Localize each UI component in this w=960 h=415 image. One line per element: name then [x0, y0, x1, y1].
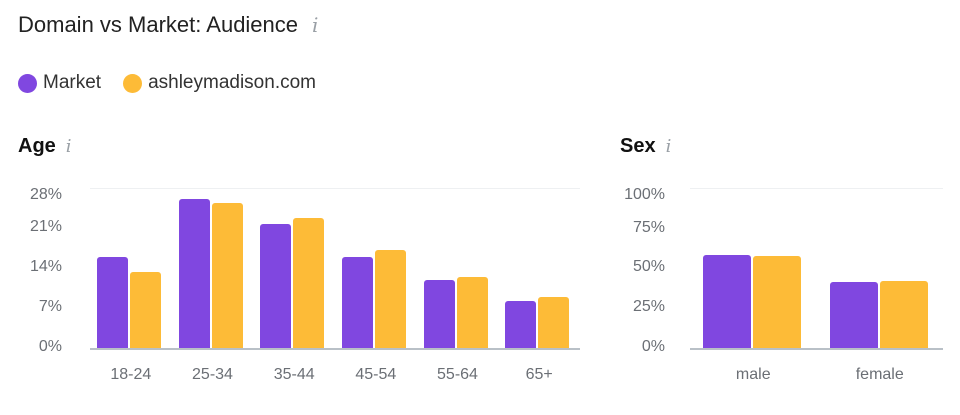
legend: Market ashleymadison.com	[18, 72, 338, 94]
info-icon[interactable]: i	[665, 136, 672, 157]
bar-market[interactable]	[423, 280, 455, 348]
page-title: Domain vs Market: Audience i	[18, 12, 318, 38]
bar-market[interactable]	[342, 257, 373, 348]
y-tick-label: 7%	[38, 298, 62, 315]
gridline	[90, 188, 580, 189]
sex-chart: 100% 75% 50% 25% 0% male female	[600, 0, 960, 415]
x-tick-label: 18-24	[110, 366, 152, 383]
bar-domain[interactable]	[130, 272, 161, 348]
y-tick-label: 50%	[632, 258, 665, 275]
info-icon[interactable]: i	[65, 136, 72, 157]
y-tick-label: 75%	[632, 219, 665, 236]
legend-dot-market-icon	[18, 73, 37, 93]
x-tick-label: 45-54	[355, 366, 397, 383]
x-tick-label: 35-44	[273, 366, 315, 383]
age-title-text: Age	[18, 135, 56, 157]
legend-dot-domain-icon	[123, 73, 143, 93]
bar-market[interactable]	[829, 282, 878, 348]
x-tick-label: 25-34	[192, 366, 233, 383]
bar-domain[interactable]	[375, 249, 406, 348]
y-tick-label: 14%	[29, 258, 62, 275]
info-icon[interactable]: i	[312, 13, 319, 37]
x-tick-label: 65+	[525, 366, 553, 383]
gridline	[690, 188, 943, 189]
legend-item-market[interactable]: Market	[18, 72, 101, 94]
x-tick-label: male	[735, 366, 771, 383]
bar-domain[interactable]	[456, 277, 488, 348]
bar-domain[interactable]	[538, 297, 570, 348]
y-tick-label: 100%	[624, 186, 665, 203]
bar-market[interactable]	[260, 224, 292, 348]
bar-domain[interactable]	[293, 217, 325, 348]
y-tick-label: 0%	[641, 338, 665, 355]
page-title-text: Domain vs Market: Audience	[18, 12, 299, 37]
bar-domain[interactable]	[211, 202, 243, 348]
legend-label: ashleymadison.com	[148, 72, 316, 93]
y-tick-label: 0%	[38, 338, 62, 355]
sex-title-text: Sex	[620, 135, 656, 157]
age-section-title: Age i	[18, 135, 72, 158]
x-tick-label: 55-64	[437, 366, 478, 383]
age-chart: 28% 21% 14% 7% 0% 18-24 25-34 35-44 45-54 55-64 65…	[29, 186, 580, 383]
y-tick-label: 28%	[29, 186, 62, 203]
y-tick-label: 25%	[632, 298, 665, 315]
x-axis-baseline	[90, 348, 580, 350]
bar-market[interactable]	[505, 301, 537, 348]
legend-item-domain[interactable]: ashleymadison.com	[123, 72, 316, 94]
bar-domain[interactable]	[753, 256, 801, 348]
x-axis-baseline	[690, 348, 943, 350]
bar-domain[interactable]	[879, 280, 928, 348]
x-tick-label: female	[855, 366, 904, 383]
legend-label: Market	[43, 72, 102, 93]
sex-section-title: Sex i	[620, 135, 671, 158]
y-tick-label: 21%	[29, 218, 62, 235]
bar-market[interactable]	[703, 255, 751, 348]
bar-market[interactable]	[178, 198, 210, 348]
bar-market[interactable]	[97, 257, 128, 348]
